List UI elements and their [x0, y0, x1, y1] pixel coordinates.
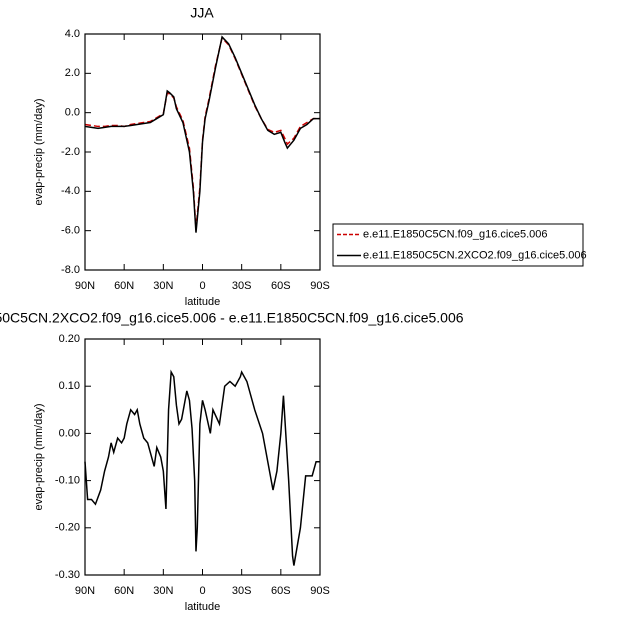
y-tick-label: -0.20 — [55, 522, 80, 534]
plot-frame — [84, 33, 321, 271]
legend-box — [332, 223, 584, 267]
y-tick-label: -6.0 — [61, 225, 80, 237]
x-tick-label: 90N — [75, 585, 95, 597]
y-tick-label: -8.0 — [61, 264, 80, 276]
y-axis-label: evap-precip (mm/day) — [33, 99, 45, 206]
x-tick-label: 60S — [271, 280, 291, 292]
y-tick-label: -0.10 — [55, 475, 80, 487]
y-tick-label: 0.00 — [59, 427, 80, 439]
legend-label: e.e11.E1850C5CN.2XCO2.f09_g16.cice5.006 — [363, 249, 587, 261]
y-axis-label: evap-precip (mm/day) — [33, 404, 45, 511]
x-tick-label: 60S — [271, 585, 291, 597]
x-axis-label: latitude — [185, 296, 220, 308]
x-tick-label: 0 — [199, 585, 205, 597]
x-tick-label: 0 — [199, 280, 205, 292]
x-tick-label: 30N — [153, 280, 173, 292]
x-tick-label: 30S — [232, 585, 252, 597]
x-tick-label: 90S — [310, 280, 330, 292]
y-tick-label: -2.0 — [61, 146, 80, 158]
data-line — [84, 36, 320, 229]
y-tick-label: 0.10 — [59, 380, 80, 392]
chart-title: JJA — [190, 5, 214, 21]
x-tick-label: 30N — [153, 585, 173, 597]
chart-title: 50C5CN.2XCO2.f09_g16.cice5.006 - e.e11.E… — [0, 310, 464, 326]
x-tick-label: 90S — [310, 585, 330, 597]
x-tick-label: 30S — [232, 280, 252, 292]
x-tick-label: 60N — [114, 280, 134, 292]
x-tick-label: 90N — [75, 280, 95, 292]
y-tick-label: -4.0 — [61, 185, 80, 197]
y-tick-label: -0.30 — [55, 569, 80, 581]
plot-frame — [84, 338, 321, 576]
data-line — [84, 35, 320, 233]
legend-label: e.e11.E1850C5CN.f09_g16.cice5.006 — [363, 228, 548, 240]
y-tick-label: 4.0 — [65, 28, 80, 40]
y-tick-label: 0.0 — [65, 107, 80, 119]
y-tick-label: 0.20 — [59, 333, 80, 345]
x-axis-label: latitude — [185, 601, 220, 613]
y-tick-label: 2.0 — [65, 67, 80, 79]
data-line — [84, 369, 320, 566]
x-tick-label: 60N — [114, 585, 134, 597]
